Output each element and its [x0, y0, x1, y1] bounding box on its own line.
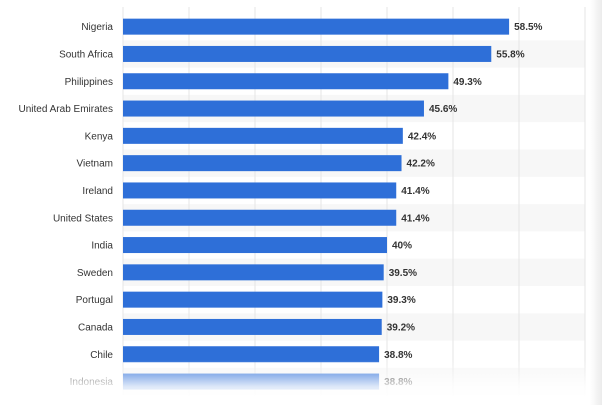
category-label: Vietnam	[76, 159, 113, 170]
bar-sweden[interactable]	[123, 264, 384, 281]
bar-ireland[interactable]	[123, 182, 397, 199]
category-label: Portugal	[76, 295, 113, 306]
value-label: 39.5%	[389, 268, 417, 279]
bar-united-arab-emirates[interactable]	[123, 100, 424, 117]
category-label: Nigeria	[81, 22, 113, 33]
value-label: 55.8%	[496, 49, 524, 60]
category-label: India	[91, 241, 113, 252]
value-label: 58.5%	[514, 22, 542, 33]
value-label: 39.2%	[387, 322, 415, 333]
value-label: 42.2%	[407, 159, 435, 170]
value-label: 49.3%	[453, 77, 481, 88]
value-label: 41.4%	[401, 186, 429, 197]
bar-vietnam[interactable]	[123, 155, 402, 172]
category-labels: Nigeria South Africa Philippines United Ara…	[19, 22, 114, 388]
value-label: 38.8%	[384, 377, 412, 388]
value-label: 41.4%	[401, 213, 429, 224]
bar-united-states[interactable]	[123, 209, 397, 226]
category-label: United States	[53, 213, 113, 224]
bar-indonesia[interactable]	[123, 373, 380, 390]
value-label: 42.4%	[408, 131, 436, 142]
value-label: 38.8%	[384, 350, 412, 361]
category-label: Philippines	[65, 77, 113, 88]
category-label: United Arab Emirates	[19, 104, 114, 115]
bar-chile[interactable]	[123, 346, 380, 363]
category-label: Ireland	[82, 186, 113, 197]
category-label: Indonesia	[70, 377, 114, 388]
bar-south-africa[interactable]	[123, 45, 492, 62]
value-label: 39.3%	[387, 295, 415, 306]
bar-canada[interactable]	[123, 318, 382, 335]
bar-nigeria[interactable]	[123, 18, 510, 35]
category-label: Canada	[78, 322, 113, 333]
category-label: South Africa	[59, 49, 113, 60]
bars	[123, 18, 510, 390]
value-label: 45.6%	[429, 104, 457, 115]
category-label: Chile	[90, 350, 113, 361]
category-label: Sweden	[77, 268, 113, 279]
bar-philippines[interactable]	[123, 73, 449, 90]
bar-kenya[interactable]	[123, 127, 403, 144]
category-label: Kenya	[85, 131, 114, 142]
bar-india[interactable]	[123, 237, 387, 254]
value-label: 40%	[392, 241, 412, 252]
bar-portugal[interactable]	[123, 291, 383, 308]
